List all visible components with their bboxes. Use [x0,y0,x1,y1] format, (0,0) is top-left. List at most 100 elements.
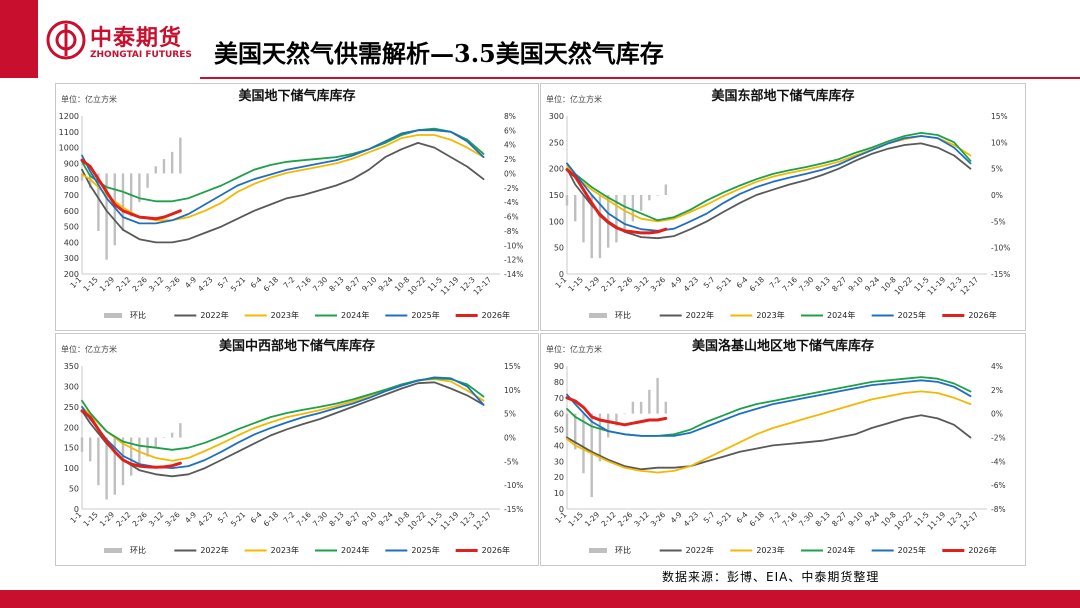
chart-title: 美国东部地下储气库库存 [711,88,854,104]
chart-title: 美国中西部地下储气库库存 [219,338,375,354]
x-tick-label: 12-17 [958,510,980,532]
y-tick-label: 0 [559,505,564,514]
x-tick-label: 10-22 [893,275,915,297]
mom-bar [179,137,182,174]
y-tick-label: 400 [64,238,79,247]
legend-label: 2025年 [898,310,926,320]
legend-label: 2022年 [686,545,714,555]
x-tick-label: 7-16 [781,510,800,529]
x-tick-label: 2-26 [616,275,635,294]
y2-tick-label: -5% [991,217,1006,226]
y2-tick-label: 15% [991,112,1008,121]
x-tick-label: 8-13 [814,275,833,294]
x-tick-label: 1-29 [583,510,602,529]
y-tick-label: 50 [554,244,564,253]
x-tick-label: 1-15 [81,510,100,529]
y-tick-label: 200 [64,270,79,279]
y-tick-label: 200 [64,423,79,432]
series-line-2022 [81,142,485,244]
mom-bar [97,437,100,486]
legend-swatch [104,548,122,553]
series-line-2023 [81,378,485,462]
y2-tick-label: -6% [504,213,519,222]
x-tick-label: 6-18 [262,275,281,294]
mom-bar [80,437,84,452]
zhongtai-logo-icon [46,20,86,60]
y-tick-label: 50 [554,426,564,435]
mom-bar [129,437,133,476]
legend-label: 环比 [615,545,631,555]
y-tick-label: 90 [554,362,564,371]
mom-bar [80,173,84,181]
x-tick-label: 11-19 [439,510,461,532]
x-tick-label: 7-30 [311,510,330,529]
y2-tick-label: 0% [991,191,1003,200]
series-line-2024 [566,132,972,222]
series-line-2026 [565,396,668,427]
x-tick-label: 1-29 [98,275,117,294]
x-tick-label: 7-16 [294,510,313,529]
mom-bar [656,377,659,414]
mom-bar [97,173,100,231]
x-tick-label: 4-23 [196,510,215,529]
y2-tick-label: -6% [991,481,1006,490]
x-tick-label: 6-18 [748,510,767,529]
mom-bar [146,173,149,188]
legend-label: 2024年 [827,310,855,320]
x-tick-label: 5-21 [229,510,248,529]
chart-svg-0: 美国地下储气库库存 单位：亿立方米 200 300 400 500 600 700 800 900… [59,88,524,320]
y2-tick-label: 2% [504,155,516,164]
x-tick-label: 9-24 [376,510,395,529]
x-tick-label: 2-26 [131,510,150,529]
x-tick-label: 9-10 [360,275,379,294]
x-tick-label: 12-17 [471,510,493,532]
chart-panel-us-total: 美国地下储气库库存 单位：亿立方米 200 300 400 500 600 700 800 900… [55,83,539,331]
y2-tick-label: -15% [991,270,1010,279]
brand-footer-bar [0,590,1080,608]
title-divider [200,77,1080,79]
x-tick-label: 8-27 [344,275,363,294]
y2-tick-label: -15% [504,505,523,514]
y2-tick-label: 8% [504,112,516,121]
y-tick-label: 40 [554,441,564,450]
x-tick-label: 3-26 [649,275,668,294]
series-line-2026 [565,168,668,235]
y2-tick-label: 0% [504,169,516,178]
logo-text-en: ZHONGTAI FUTURES [90,50,192,60]
chart-panel-midwest: 美国中西部地下储气库库存 单位：亿立方米 0 50 100 150 200 250 300 350… [55,333,539,566]
y2-tick-label: 5% [991,165,1003,174]
x-tick-label: 6-18 [262,510,281,529]
y2-tick-label: 4% [504,141,516,150]
x-tick-label: 8-13 [327,275,346,294]
y-tick-label: 150 [549,191,564,200]
unit-label: 单位：亿立方米 [546,344,602,354]
x-tick-label: 7-16 [294,275,313,294]
y-tick-label: 600 [64,207,79,216]
x-tick-label: 8-13 [327,510,346,529]
y-tick-label: 150 [64,444,79,453]
x-tick-label: 3-12 [147,510,166,529]
x-tick-label: 4-23 [196,275,215,294]
x-tick-label: 2-26 [131,275,150,294]
legend-label: 2024年 [341,310,369,320]
chart-svg-1: 美国东部地下储气库库存 单位：亿立方米 0 50 100 150 200 250 300 -15%… [546,88,1010,320]
y-tick-label: 900 [64,159,79,168]
legend-swatch [589,313,607,318]
x-tick-label: 2-12 [114,510,133,529]
mom-bar [574,413,577,450]
y2-tick-label: -4% [504,198,519,207]
mom-bar [121,173,125,231]
x-tick-label: 8-27 [344,510,363,529]
y-tick-label: 500 [64,223,79,232]
mom-bar [582,413,585,474]
y2-tick-label: -8% [504,227,519,236]
mom-bar [88,173,92,188]
mom-bar [179,423,182,438]
chart-panel-east: 美国东部地下储气库库存 单位：亿立方米 0 50 100 150 200 250 300 -15%… [540,83,1026,331]
unit-label: 单位：亿立方米 [61,94,117,104]
x-tick-label: 2-26 [616,510,635,529]
x-tick-label: 1-29 [583,275,602,294]
y-tick-label: 100 [64,464,79,473]
mom-bar [631,195,635,222]
legend-label: 2023年 [756,310,784,320]
